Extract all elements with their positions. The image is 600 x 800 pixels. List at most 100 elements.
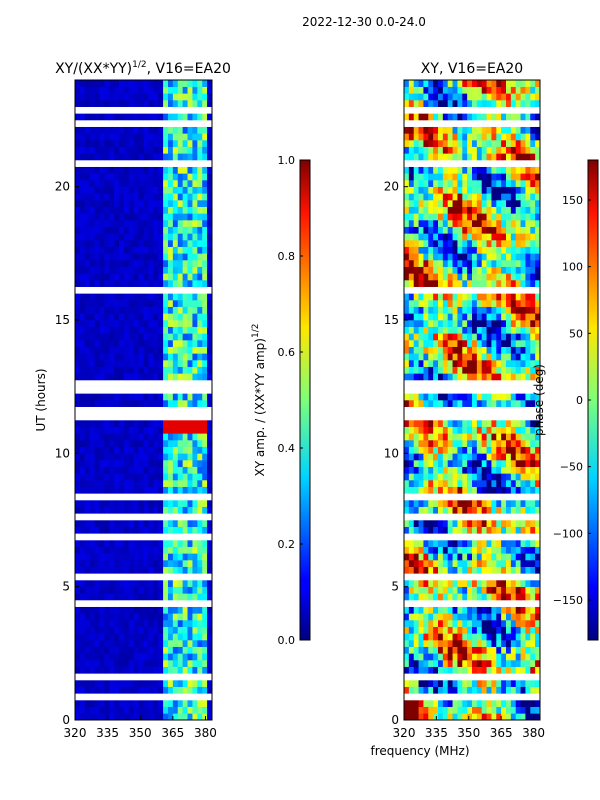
- amp-heatmap-cell: [163, 706, 169, 714]
- phase-heatmap-cell: [525, 473, 531, 481]
- phase-heatmap-cell: [408, 260, 415, 267]
- phase-heatmap-cell: [457, 126, 463, 134]
- phase-heatmap-cell: [438, 660, 444, 667]
- phase-heatmap-cell: [515, 433, 521, 441]
- phase-heatmap-cell: [472, 666, 478, 674]
- phase-heatmap-cell: [496, 226, 502, 234]
- phase-heatmap-cell: [510, 586, 517, 594]
- phase-heatmap-cell: [467, 473, 473, 481]
- amp-heatmap-cell: [79, 520, 86, 527]
- phase-heatmap-cell: [486, 553, 492, 561]
- amp-heatmap-cell: [138, 466, 144, 474]
- phase-heatmap-cell: [501, 193, 507, 201]
- phase-heatmap-cell: [423, 420, 429, 427]
- amp-heatmap-cell: [163, 486, 169, 494]
- phase-heatmap-cell: [506, 640, 512, 647]
- phase-heatmap-cell: [501, 426, 507, 434]
- phase-heatmap-cell: [515, 233, 521, 241]
- amp-heatmap-cell: [187, 346, 193, 354]
- phase-heatmap-cell: [408, 300, 415, 307]
- phase-heatmap-cell: [506, 86, 512, 94]
- amp-heatmap-cell: [163, 453, 169, 461]
- phase-heatmap-cell: [438, 506, 444, 514]
- phase-heatmap-cell: [472, 166, 478, 174]
- phase-heatmap-cell: [408, 220, 415, 227]
- phase-heatmap-cell: [481, 300, 487, 307]
- phase-heatmap-cell: [423, 306, 429, 314]
- amp-heatmap-cell: [158, 366, 164, 374]
- amp-heatmap-cell: [197, 360, 203, 367]
- amp-heatmap-cell: [138, 633, 144, 641]
- amp-heatmap-cell: [99, 133, 105, 141]
- amp-heatmap-cell: [84, 586, 90, 594]
- phase-heatmap-cell: [525, 173, 531, 181]
- amp-heatmap-cell: [143, 593, 149, 601]
- amp-heatmap-cell: [158, 220, 164, 227]
- amp-heatmap-cell: [99, 453, 105, 461]
- phase-heatmap-cell: [520, 173, 526, 181]
- phase-heatmap-cell: [438, 306, 444, 314]
- amp-heatmap-cell: [123, 326, 130, 334]
- phase-heatmap-cell: [481, 560, 487, 567]
- phase-heatmap-cell: [433, 640, 439, 647]
- phase-heatmap-cell: [428, 220, 434, 227]
- phase-heatmap-cell: [515, 520, 521, 527]
- amp-heatmap-cell: [148, 100, 154, 107]
- phase-heatmap-cell: [501, 126, 507, 134]
- phase-heatmap-cell: [433, 113, 439, 121]
- amp-heatmap-cell: [89, 433, 95, 441]
- phase-heatmap-cell: [467, 93, 473, 101]
- phase-heatmap-cell: [476, 546, 483, 554]
- phase-heatmap-cell: [418, 253, 424, 261]
- phase-heatmap-cell: [476, 446, 483, 454]
- amp-heatmap-cell: [182, 520, 188, 527]
- amp-heatmap-cell: [143, 606, 149, 614]
- phase-heatmap-cell: [481, 593, 487, 601]
- phase-heatmap-cell: [510, 80, 517, 87]
- phase-heatmap-cell: [472, 713, 478, 721]
- phase-heatmap-cell: [457, 460, 463, 467]
- phase-heatmap-cell: [491, 193, 497, 201]
- phase-heatmap-cell: [452, 666, 458, 674]
- phase-heatmap-cell: [472, 553, 478, 561]
- amp-heatmap-cell: [109, 473, 115, 481]
- amp-heatmap-cell: [143, 260, 149, 267]
- amp-heatmap-cell: [109, 293, 115, 301]
- amp-heatmap-cell: [75, 633, 81, 641]
- amp-heatmap-cell: [158, 633, 164, 641]
- amp-heatmap-cell: [94, 633, 100, 641]
- phase-heatmap-cell: [510, 400, 517, 407]
- amp-heatmap-cell: [99, 280, 105, 287]
- amp-heatmap-cell: [182, 126, 188, 134]
- phase-heatmap-cell: [462, 453, 468, 461]
- amp-heatmap-cell: [197, 653, 203, 661]
- phase-heatmap-cell: [501, 486, 507, 494]
- phase-heatmap-cell: [413, 620, 419, 627]
- amp-heatmap-cell: [163, 520, 169, 527]
- phase-heatmap-cell: [442, 640, 449, 647]
- amp-heatmap-cell: [75, 420, 81, 427]
- amp-heatmap-cell: [128, 453, 135, 461]
- amp-heatmap-cell: [158, 480, 164, 487]
- phase-heatmap-cell: [472, 340, 478, 347]
- amp-heatmap-cell: [119, 546, 125, 554]
- phase-heatmap-cell: [418, 713, 424, 721]
- amp-heatmap-cell: [109, 713, 115, 721]
- amp-heatmap-cell: [114, 366, 120, 374]
- phase-heatmap-cell: [515, 333, 521, 341]
- amp-x-tick-label: 380: [194, 726, 217, 740]
- amp-heatmap-cell: [192, 466, 198, 474]
- phase-heatmap-cell: [481, 640, 487, 647]
- amp-heatmap-cell: [123, 140, 130, 147]
- phase-flagged-row: [404, 406, 540, 414]
- phase-heatmap-cell: [462, 253, 468, 261]
- phase-heatmap-cell: [491, 460, 497, 467]
- amp-heatmap-cell: [143, 640, 149, 647]
- phase-heatmap-cell: [467, 540, 473, 547]
- phase-heatmap-cell: [413, 546, 419, 554]
- phase-heatmap-cell: [433, 520, 439, 527]
- phase-heatmap-cell: [462, 100, 468, 107]
- phase-heatmap-cell: [428, 660, 434, 667]
- amp-heatmap-cell: [187, 433, 193, 441]
- phase-heatmap-cell: [476, 426, 483, 434]
